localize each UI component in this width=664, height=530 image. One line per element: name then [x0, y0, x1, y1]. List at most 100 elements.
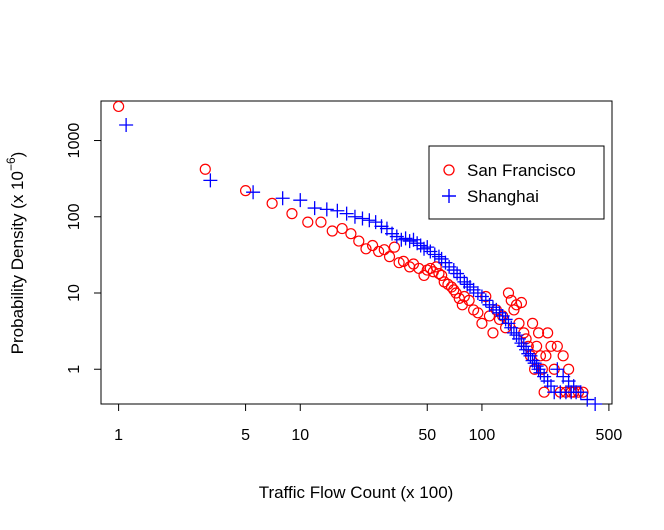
data-point-plus [431, 249, 446, 264]
data-point-plus [489, 302, 504, 317]
legend-label-shanghai: Shanghai [467, 187, 539, 206]
data-point-circle [199, 163, 211, 175]
data-point-circle [563, 363, 575, 375]
x-tick-label: 1 [114, 427, 123, 444]
data-point-circle [532, 327, 545, 339]
data-point-circle [526, 317, 539, 329]
data-point-plus [498, 312, 513, 327]
data-point-plus [339, 206, 354, 221]
series-1 [119, 117, 603, 411]
data-point-plus [355, 211, 370, 226]
y-axis-title-text: Probability Density (x 10 [8, 171, 27, 354]
data-point-circle [286, 208, 298, 220]
data-point-plus [450, 266, 465, 281]
y-axis: 1 10 100 1000 [66, 123, 102, 374]
legend-marker-plus [442, 189, 456, 203]
data-point-circle [302, 216, 314, 228]
data-point-circle [393, 257, 405, 269]
x-tick-label: 500 [596, 427, 623, 444]
x-axis: 1 5 10 50 100 500 [114, 403, 623, 444]
data-point-plus [119, 117, 134, 132]
data-point-circle [510, 299, 523, 311]
data-point-circle [383, 251, 396, 263]
data-point-plus [413, 238, 428, 253]
data-point-circle [542, 327, 554, 339]
data-point-circle [424, 262, 436, 275]
data-point-plus [330, 203, 345, 218]
data-point-plus [417, 241, 432, 256]
data-point-plus [446, 263, 461, 278]
data-point-plus [368, 215, 383, 230]
x-tick-label: 5 [241, 427, 250, 444]
data-point-circle [360, 243, 372, 255]
legend-marker-circle [443, 164, 455, 176]
data-point-plus [531, 362, 546, 377]
data-point-plus [246, 185, 261, 200]
data-point-circle [531, 340, 543, 352]
data-point-circle [418, 269, 430, 282]
data-point-circle [472, 307, 484, 319]
data-point-circle [315, 216, 327, 228]
series-0 [113, 100, 589, 398]
data-point-circle [513, 317, 525, 329]
series-layer [113, 100, 603, 411]
data-point-circle [326, 225, 338, 237]
x-tick-label: 100 [469, 427, 496, 444]
y-tick-label: 10 [66, 284, 83, 302]
data-point-circle [487, 327, 499, 339]
x-axis-title: Traffic Flow Count (x 100) [259, 483, 454, 502]
data-point-plus [492, 305, 507, 320]
x-tick-label: 10 [291, 427, 309, 444]
data-point-plus [307, 201, 322, 216]
data-point-circle [378, 244, 390, 256]
data-point-circle [540, 350, 552, 362]
data-point-plus [474, 289, 489, 304]
y-axis-title: Probability Density (x 10−6) [4, 152, 27, 355]
data-point-circle [388, 241, 401, 253]
data-point-circle [515, 296, 528, 309]
data-point-plus [434, 251, 449, 266]
data-point-plus [509, 328, 524, 343]
data-point-plus [485, 300, 500, 315]
data-point-plus [463, 279, 478, 294]
data-point-circle [463, 294, 475, 306]
data-point-plus [275, 191, 290, 206]
data-point-circle [353, 235, 365, 247]
data-point-plus [516, 339, 531, 354]
data-point-plus [529, 359, 544, 374]
data-point-plus [319, 202, 334, 217]
data-point-circle [448, 284, 460, 296]
data-point-plus [580, 392, 595, 407]
data-point-plus [543, 379, 558, 394]
data-point-plus [293, 193, 308, 208]
data-point-circle [557, 350, 569, 362]
data-point-circle [551, 340, 563, 352]
data-point-plus [588, 397, 603, 411]
data-point-circle [373, 245, 385, 258]
data-point-plus [573, 385, 588, 400]
data-point-circle [336, 222, 348, 235]
data-point-plus [347, 209, 362, 224]
y-axis-title-close: ) [8, 152, 27, 158]
data-point-circle [113, 100, 125, 113]
data-point-circle [366, 239, 379, 252]
data-point-plus [410, 236, 425, 251]
y-tick-label: 1000 [66, 123, 83, 159]
y-axis-title-exponent: −6 [4, 157, 18, 171]
legend-box [428, 145, 605, 220]
y-tick-label: 100 [66, 203, 83, 230]
data-point-plus [566, 379, 581, 394]
data-point-plus [550, 362, 565, 377]
data-point-circle [397, 255, 410, 267]
y-tick-label: 1 [66, 365, 83, 374]
data-point-plus [495, 308, 510, 323]
data-point-plus [460, 277, 475, 292]
data-point-circle [545, 340, 557, 352]
data-point-circle [266, 197, 278, 209]
data-point-plus [374, 219, 389, 234]
data-point-circle [433, 267, 445, 280]
data-point-circle [508, 304, 520, 316]
x-tick-label: 50 [418, 427, 436, 444]
data-point-circle [239, 185, 252, 197]
